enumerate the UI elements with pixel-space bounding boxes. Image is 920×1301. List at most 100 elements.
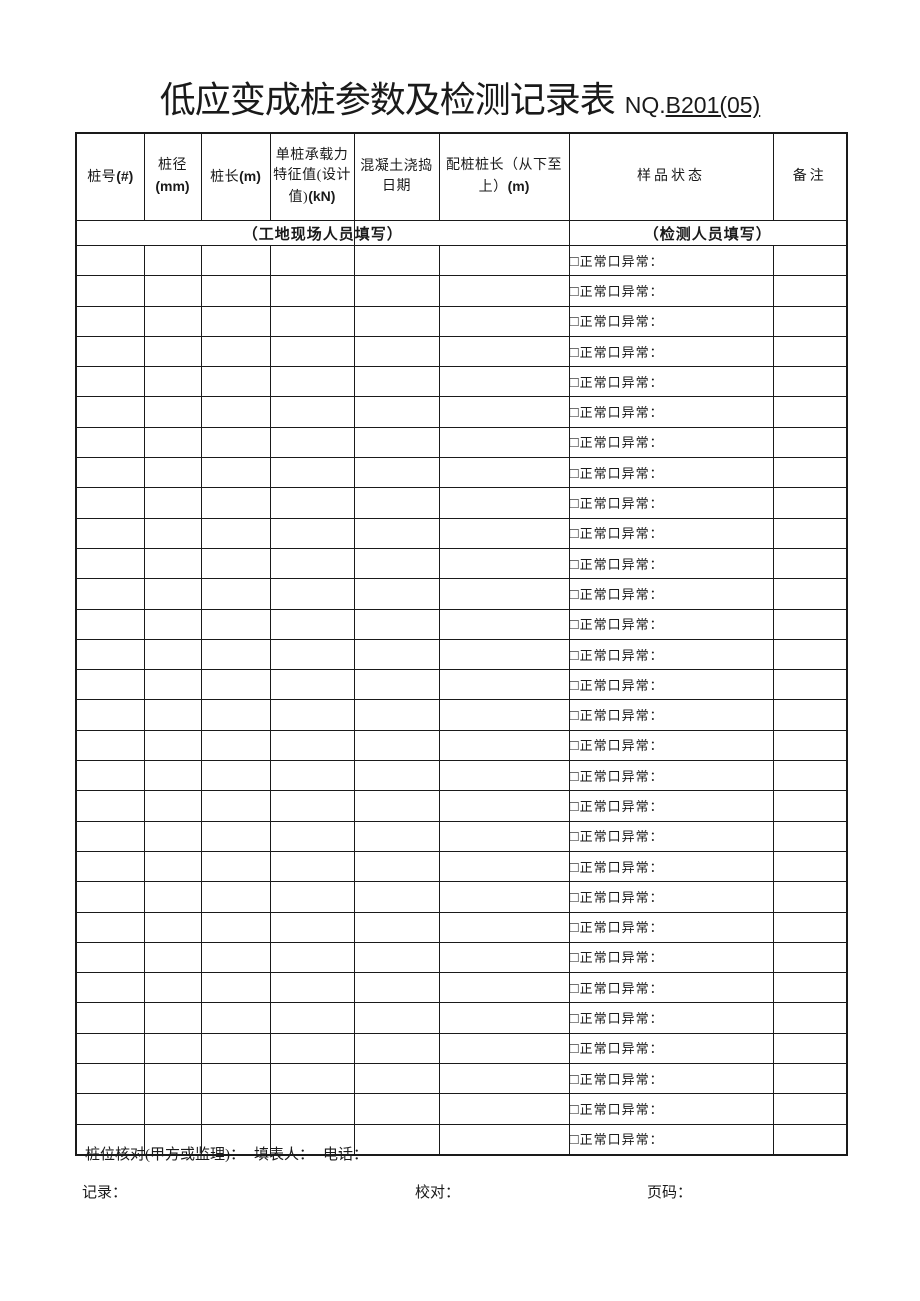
table-row: □正常口异常： <box>75 729 848 762</box>
empty-cell <box>353 669 440 701</box>
sample-status-cell: □正常口异常： <box>568 457 774 489</box>
empty-cell <box>269 1032 355 1065</box>
record-table: 桩号(#) 桩径 (mm) 桩长(m) 单桩承载力特征值(设计值)(kN) 混凝… <box>75 132 848 1156</box>
empty-cell <box>438 457 570 489</box>
empty-cell <box>353 335 440 368</box>
table-row: □正常口异常： <box>75 244 848 277</box>
empty-cell <box>353 941 440 974</box>
table-row: □正常口异常： <box>75 275 848 307</box>
table-row: □正常口异常： <box>75 1002 848 1034</box>
sample-status-cell: □正常口异常： <box>568 850 774 883</box>
empty-cell <box>143 608 202 640</box>
empty-cell <box>269 972 355 1004</box>
empty-cell <box>438 366 570 398</box>
page-title: 低应变成桩参数及检测记录表 <box>159 80 616 120</box>
empty-cell <box>772 426 848 459</box>
empty-cell <box>438 244 570 277</box>
empty-cell <box>353 547 440 580</box>
empty-cell <box>353 638 440 671</box>
empty-cell <box>438 517 570 549</box>
sample-status-cell: □正常口异常： <box>568 487 774 519</box>
empty-cell <box>269 760 355 792</box>
empty-cell <box>772 547 848 580</box>
sample-status-cell: □正常口异常： <box>568 1123 774 1156</box>
empty-cell <box>75 1063 145 1095</box>
empty-cell <box>269 305 355 337</box>
empty-cell <box>438 669 570 701</box>
table-body: □正常口异常： □正常口异常： □正常口异常： □正常口异常： □正常口异常： □正常口异… <box>75 244 848 1156</box>
empty-cell <box>200 1002 271 1034</box>
empty-cell <box>269 850 355 883</box>
table-row: □正常口异常： <box>75 972 848 1004</box>
empty-cell <box>269 638 355 671</box>
empty-cell <box>143 820 202 852</box>
empty-cell <box>75 244 145 277</box>
empty-cell <box>200 1032 271 1065</box>
empty-cell <box>353 578 440 610</box>
col-header-label: 混凝土浇捣日期 <box>360 158 433 194</box>
empty-cell <box>438 608 570 640</box>
empty-cell <box>75 790 145 822</box>
empty-cell <box>269 941 355 974</box>
table-row: □正常口异常： <box>75 517 848 549</box>
table-row: □正常口异常： <box>75 608 848 640</box>
empty-cell <box>772 275 848 307</box>
table-row: □正常口异常： <box>75 638 848 671</box>
empty-cell <box>772 881 848 913</box>
empty-cell <box>438 1093 570 1125</box>
table-row: □正常口异常： <box>75 941 848 974</box>
empty-cell <box>75 941 145 974</box>
empty-cell <box>353 1093 440 1125</box>
empty-cell <box>143 1032 202 1065</box>
empty-cell <box>353 760 440 792</box>
empty-cell <box>269 820 355 852</box>
empty-cell <box>75 275 145 307</box>
empty-cell <box>438 638 570 671</box>
empty-cell <box>200 1123 271 1156</box>
col-header-unit: (kN) <box>308 188 336 205</box>
empty-cell <box>772 972 848 1004</box>
empty-cell <box>772 820 848 852</box>
empty-cell <box>75 729 145 762</box>
table-row: □正常口异常： <box>75 850 848 883</box>
empty-cell <box>269 366 355 398</box>
empty-cell <box>75 547 145 580</box>
empty-cell <box>772 1002 848 1034</box>
empty-cell <box>200 335 271 368</box>
table-row: □正常口异常： <box>75 820 848 852</box>
empty-cell <box>75 396 145 428</box>
sample-status-cell: □正常口异常： <box>568 608 774 640</box>
empty-cell <box>143 669 202 701</box>
empty-cell <box>75 669 145 701</box>
subheader-row: （工地现场人员填写） （检测人员填写） <box>75 220 848 246</box>
col-header-pile-length: 桩长(m) <box>200 132 271 221</box>
footer-record-line: 记录： 校对： 页码： <box>0 1184 920 1204</box>
empty-cell <box>75 911 145 943</box>
table-row: □正常口异常： <box>75 1123 848 1156</box>
empty-cell <box>353 366 440 398</box>
empty-cell <box>772 608 848 640</box>
empty-cell <box>75 1002 145 1034</box>
empty-cell <box>353 457 440 489</box>
empty-cell <box>75 638 145 671</box>
sample-status-cell: □正常口异常： <box>568 699 774 731</box>
empty-cell <box>772 638 848 671</box>
empty-cell <box>353 1063 440 1095</box>
table-row: □正常口异常： <box>75 760 848 792</box>
subheader-site-fill: （工地现场人员填写） <box>75 220 570 246</box>
sample-status-cell: □正常口异常： <box>568 881 774 913</box>
sample-status-cell: □正常口异常： <box>568 941 774 974</box>
empty-cell <box>75 972 145 1004</box>
col-header-unit: (m) <box>507 178 530 194</box>
empty-cell <box>200 578 271 610</box>
empty-cell <box>75 1093 145 1125</box>
empty-cell <box>75 699 145 731</box>
empty-cell <box>438 487 570 519</box>
sample-status-cell: □正常口异常： <box>568 547 774 580</box>
empty-cell <box>143 244 202 277</box>
table-row: □正常口异常： <box>75 1063 848 1095</box>
empty-cell <box>75 457 145 489</box>
sample-status-cell: □正常口异常： <box>568 396 774 428</box>
empty-cell <box>269 699 355 731</box>
